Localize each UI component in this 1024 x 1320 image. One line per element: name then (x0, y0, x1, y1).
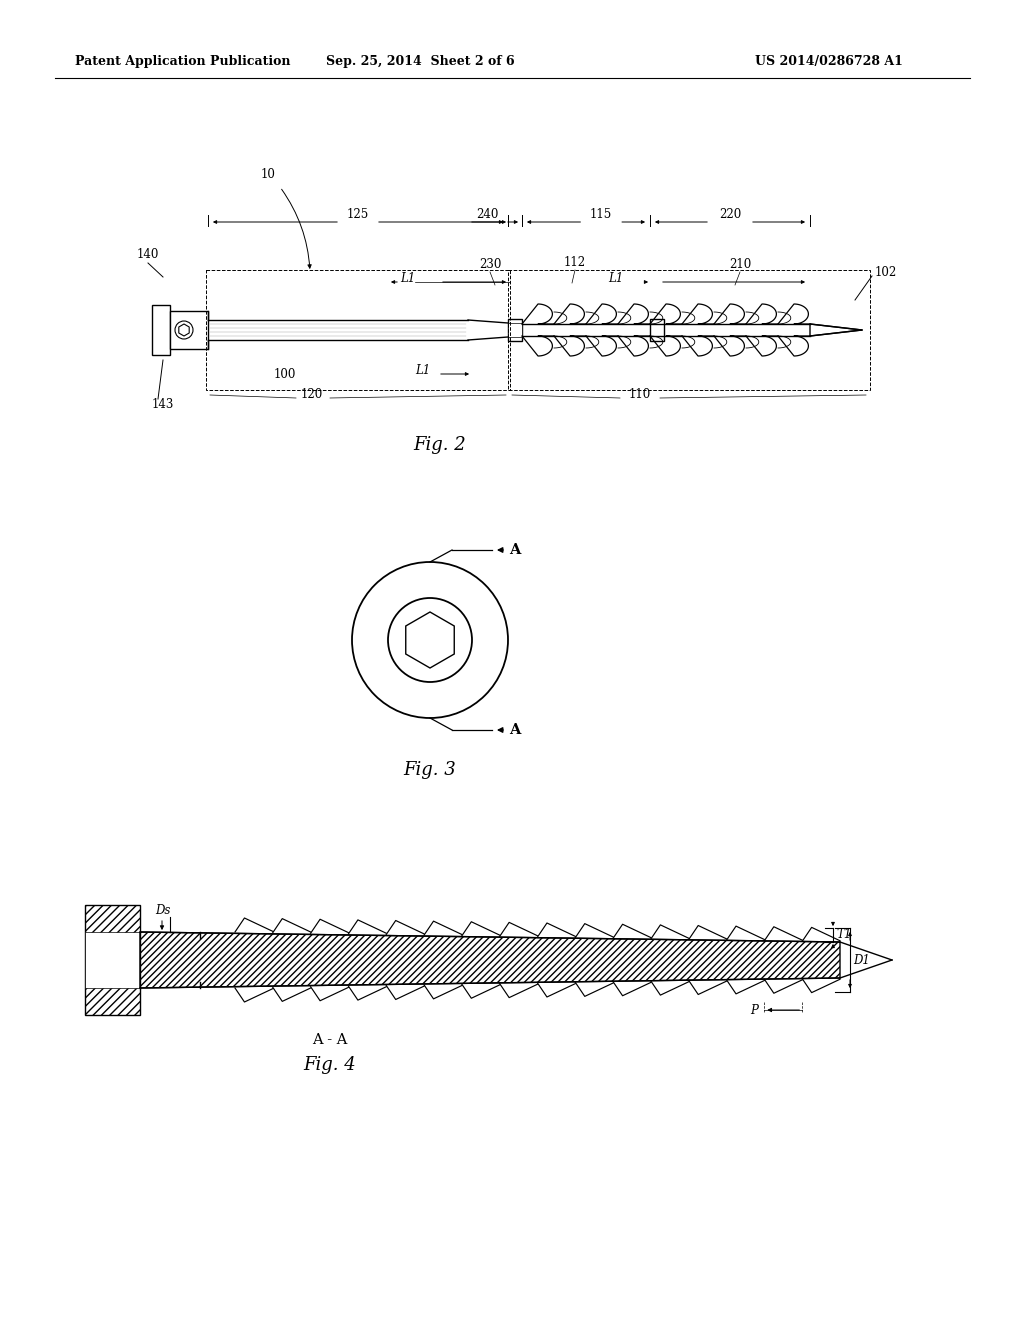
Bar (650, 319, 664, 341)
Text: 115: 115 (590, 209, 612, 222)
Text: 110: 110 (629, 388, 651, 401)
Text: 210: 210 (729, 259, 752, 272)
Circle shape (388, 598, 472, 682)
Text: 10: 10 (260, 169, 275, 181)
Polygon shape (140, 932, 840, 987)
Text: A - A: A - A (312, 1034, 348, 1047)
Text: P: P (751, 1003, 759, 1016)
Text: 143: 143 (152, 399, 174, 412)
Bar (152, 305, 170, 355)
Text: A: A (509, 723, 520, 737)
Text: L1: L1 (608, 272, 623, 285)
Text: 125: 125 (347, 209, 369, 222)
Polygon shape (179, 323, 189, 337)
Text: Fig. 3: Fig. 3 (403, 762, 457, 779)
Text: US 2014/0286728 A1: US 2014/0286728 A1 (755, 55, 903, 69)
Text: 140: 140 (137, 248, 159, 261)
Text: 240: 240 (476, 209, 499, 222)
Bar (206, 271, 510, 389)
Text: 100: 100 (273, 368, 296, 381)
Bar (85, 906, 140, 1015)
Text: 120: 120 (301, 388, 324, 401)
Bar (508, 323, 522, 337)
Text: L1: L1 (399, 272, 415, 285)
Text: A: A (509, 543, 520, 557)
Text: D1: D1 (853, 953, 869, 966)
Text: 220: 220 (719, 209, 741, 222)
Text: Ds: Ds (155, 903, 170, 916)
Bar (508, 319, 522, 341)
Polygon shape (406, 612, 455, 668)
Text: 230: 230 (479, 259, 501, 272)
Circle shape (352, 562, 508, 718)
Bar (170, 312, 208, 348)
Polygon shape (810, 323, 862, 337)
Bar (85, 932, 140, 987)
Circle shape (175, 321, 193, 339)
Bar (508, 271, 870, 389)
Text: 112: 112 (564, 256, 586, 268)
Text: 102: 102 (874, 265, 897, 279)
Text: Fig. 2: Fig. 2 (414, 436, 466, 454)
Text: T1: T1 (836, 928, 851, 941)
Text: Patent Application Publication: Patent Application Publication (75, 55, 291, 69)
Text: L1: L1 (415, 363, 430, 376)
Text: Sep. 25, 2014  Sheet 2 of 6: Sep. 25, 2014 Sheet 2 of 6 (326, 55, 514, 69)
Text: Fig. 4: Fig. 4 (304, 1056, 356, 1074)
